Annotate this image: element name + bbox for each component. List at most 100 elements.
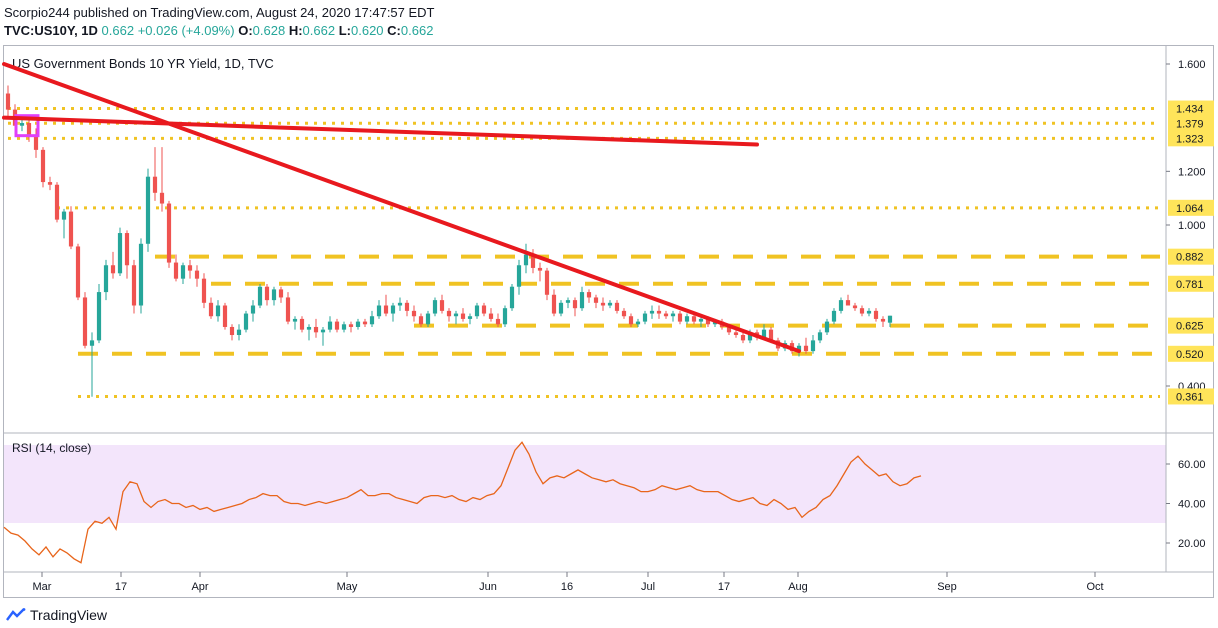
- candle-body: [341, 324, 347, 330]
- candle-body: [838, 300, 844, 311]
- candle-body: [852, 305, 858, 309]
- chart-title: US Government Bonds 10 YR Yield, 1D, TVC: [12, 56, 274, 71]
- time-tick-label: Aug: [788, 581, 808, 593]
- open-value: 0.628: [252, 23, 286, 38]
- tradingview-footer[interactable]: TradingView: [6, 607, 107, 623]
- price-levels: [8, 107, 1160, 398]
- price-tick-label: 1.600: [1178, 59, 1206, 71]
- rsi-line-group: [3, 441, 922, 564]
- candle-body: [194, 270, 200, 279]
- time-tick-label: Jul: [641, 581, 655, 593]
- candle-body: [26, 123, 32, 137]
- candle-body: [432, 300, 438, 314]
- candle-body: [96, 292, 102, 341]
- candle-body: [628, 316, 634, 325]
- candle-body: [376, 305, 382, 317]
- candle-body: [502, 308, 508, 325]
- price-change: +0.026 (+4.09%): [137, 23, 235, 38]
- candle-body: [607, 302, 613, 306]
- candle-body: [621, 310, 627, 317]
- time-tick-label: Jun: [479, 581, 497, 593]
- time-tick-label: 17: [115, 581, 127, 593]
- candle-body: [152, 176, 158, 193]
- candle-body: [726, 326, 732, 333]
- open-label: O:: [238, 23, 253, 38]
- trendlines[interactable]: [2, 62, 801, 354]
- candle-body: [110, 265, 116, 274]
- high-label: H:: [288, 23, 303, 38]
- candle-body: [222, 305, 228, 327]
- time-tick-label: May: [337, 581, 358, 593]
- symbol-label[interactable]: TVC:US10Y, 1D: [4, 23, 98, 38]
- candle-body: [481, 305, 487, 314]
- candle-body: [873, 310, 879, 319]
- trendline: [2, 115, 759, 147]
- candle-body: [684, 316, 690, 322]
- candle-body: [145, 176, 151, 244]
- candle-body: [47, 182, 53, 185]
- candle-body: [229, 326, 235, 336]
- price-level-label: 1.323: [1176, 133, 1204, 145]
- candle-body: [418, 316, 424, 325]
- candle-body: [404, 302, 410, 311]
- candle-body: [803, 345, 809, 352]
- candle-body: [425, 313, 431, 325]
- candle-body: [831, 310, 837, 322]
- candle-body: [733, 332, 739, 336]
- candle-body: [124, 233, 130, 266]
- rsi-tick-label: 40.00: [1178, 499, 1206, 511]
- candle-body: [467, 316, 473, 319]
- candle-body: [880, 318, 886, 322]
- footer-brand: TradingView: [30, 607, 108, 623]
- candle-body: [369, 316, 375, 325]
- rsi-axis-ticks: 60.00 40.00 20.00: [1166, 459, 1206, 550]
- candle-body: [586, 292, 592, 298]
- last-price: 0.662: [101, 23, 135, 38]
- candle-body: [201, 278, 207, 303]
- candle-body: [817, 332, 823, 341]
- candle-body: [796, 345, 802, 352]
- candle-body: [397, 302, 403, 306]
- candle-body: [334, 321, 340, 330]
- candle-body: [5, 93, 11, 110]
- candle-body: [600, 302, 606, 306]
- candle-body: [859, 308, 865, 314]
- candle-body: [306, 326, 312, 330]
- rsi-band: [4, 445, 1166, 523]
- close-label: C:: [387, 23, 401, 38]
- candle-body: [264, 286, 270, 301]
- price-level-label-bg: [1168, 115, 1214, 132]
- time-tick-label: Oct: [1086, 581, 1103, 593]
- candle-body: [712, 321, 718, 325]
- candle-body: [572, 300, 578, 309]
- candle-body: [89, 340, 95, 346]
- level-price-labels: 1.434 1.379 1.323 1.064 0.882 0.781 0.625 0.520…: [1168, 100, 1214, 405]
- candle-body: [474, 305, 480, 317]
- price-level-label: 1.434: [1176, 104, 1204, 116]
- candle-body: [243, 313, 249, 330]
- candle-body: [698, 318, 704, 322]
- publisher-line: Scorpio244 published on TradingView.com,…: [4, 5, 435, 20]
- candle-body: [523, 254, 529, 266]
- candle-body: [54, 184, 60, 220]
- price-level-label-bg: [1168, 100, 1214, 117]
- candle-body: [845, 300, 851, 306]
- price-tick-label: 1.000: [1178, 220, 1206, 232]
- candle-body: [327, 321, 333, 330]
- time-tick-label: Mar: [33, 581, 52, 593]
- candle-body: [642, 313, 648, 322]
- rsi-line: [3, 441, 922, 564]
- price-level-label: 0.625: [1176, 321, 1204, 333]
- price-level-label: 0.882: [1176, 252, 1204, 264]
- candle-body: [747, 332, 753, 341]
- candle-body: [208, 302, 214, 317]
- candle-body: [460, 313, 466, 319]
- candle-body: [33, 136, 39, 150]
- highlight-box: [14, 114, 40, 138]
- candle-body: [530, 254, 536, 268]
- close-value: 0.662: [400, 23, 434, 38]
- price-level-label-bg: [1168, 275, 1214, 292]
- candle-body: [19, 123, 25, 126]
- candle-body: [453, 313, 459, 317]
